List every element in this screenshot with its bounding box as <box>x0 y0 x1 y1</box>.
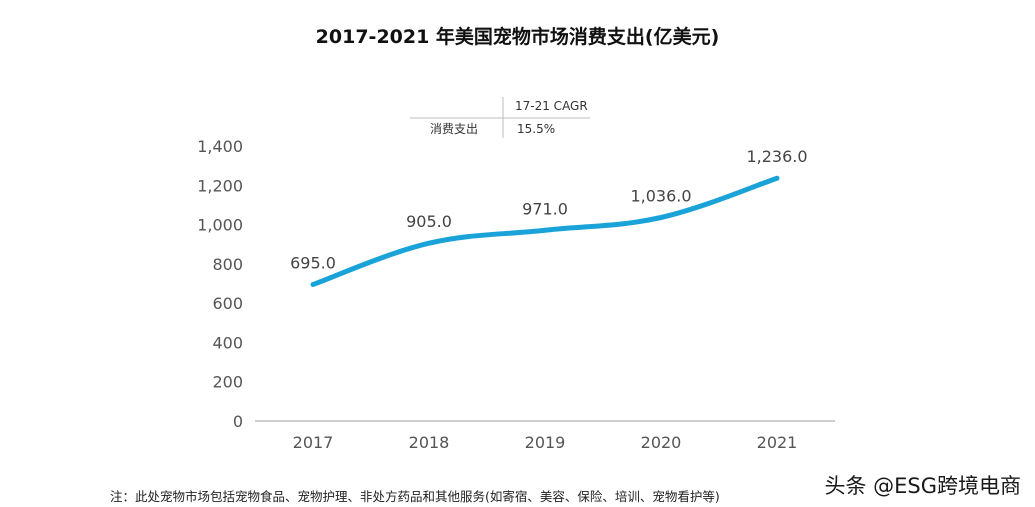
x-tick-label: 2017 <box>293 433 334 452</box>
cagr-row-label: 消费支出 <box>430 122 478 136</box>
y-tick-label: 1,200 <box>197 176 243 195</box>
cagr-table: 17-21 CAGR 消费支出 15.5% <box>410 97 590 138</box>
cagr-row-value: 15.5% <box>517 122 555 136</box>
watermark: 头条 @ESG跨境电商 <box>824 474 1021 498</box>
x-tick-label: 2021 <box>757 433 798 452</box>
y-tick-label: 600 <box>212 294 243 313</box>
x-tick-label: 2018 <box>409 433 450 452</box>
data-label: 1,036.0 <box>630 187 691 206</box>
data-label: 695.0 <box>290 253 336 272</box>
y-tick-label: 0 <box>233 412 243 431</box>
y-tick-label: 800 <box>212 255 243 274</box>
series-line <box>310 175 780 287</box>
footnote: 注：此处宠物市场包括宠物食品、宠物护理、非处方药品和其他服务(如寄宿、美容、保险… <box>110 489 720 504</box>
chart-title: 2017-2021 年美国宠物市场消费支出(亿美元) <box>315 26 720 48</box>
x-tick-label: 2019 <box>525 433 566 452</box>
data-label: 1,236.0 <box>746 147 807 166</box>
x-tick-label: 2020 <box>641 433 682 452</box>
y-tick-label: 400 <box>212 333 243 352</box>
data-label: 971.0 <box>522 199 568 218</box>
data-label: 905.0 <box>406 212 452 231</box>
y-tick-label: 1,000 <box>197 216 243 235</box>
cagr-header: 17-21 CAGR <box>515 99 588 113</box>
y-tick-label: 200 <box>212 373 243 392</box>
y-tick-label: 1,400 <box>197 137 243 156</box>
